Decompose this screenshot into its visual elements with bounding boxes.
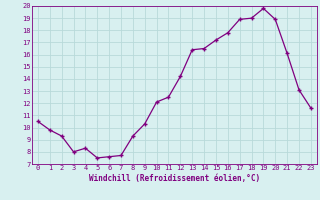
X-axis label: Windchill (Refroidissement éolien,°C): Windchill (Refroidissement éolien,°C) [89,174,260,183]
